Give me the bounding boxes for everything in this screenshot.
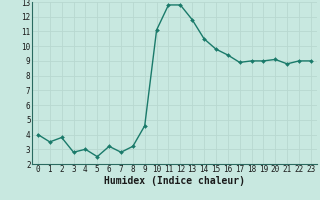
X-axis label: Humidex (Indice chaleur): Humidex (Indice chaleur) — [104, 176, 245, 186]
